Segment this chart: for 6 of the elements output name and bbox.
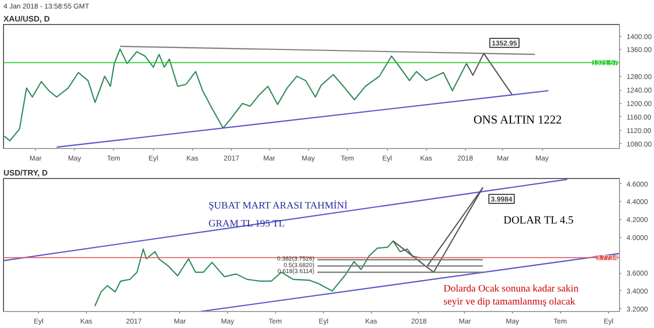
annotation: DOLAR TL 4.5 <box>504 214 574 226</box>
annotation: Dolarda Ocak sonuna kadar sakin seyir ve dip tamamlanmış olacak <box>444 283 578 308</box>
annotation: ŞUBAT MART ARASI TAHMİNİ <box>208 200 348 212</box>
annotation: ONS ALTIN 1222 <box>474 112 562 126</box>
chart-title: USD/TRY, D <box>4 168 48 178</box>
chart-title: XAU/USD, D <box>4 14 50 24</box>
